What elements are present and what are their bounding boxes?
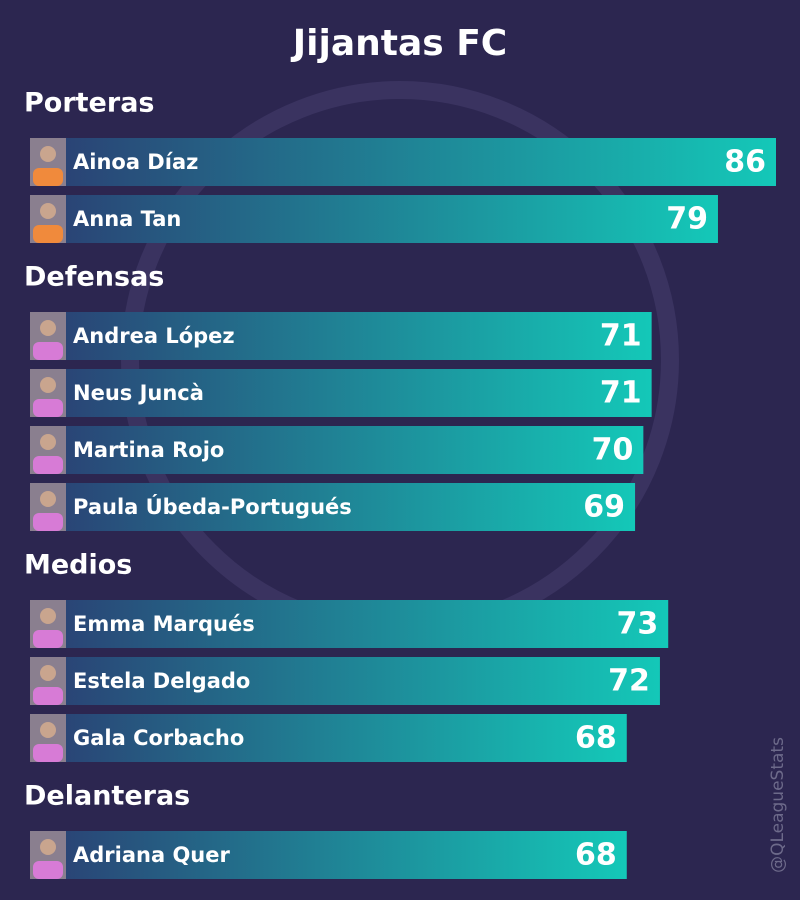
value-label: 71 bbox=[600, 376, 642, 411]
player-photo-shirt bbox=[33, 513, 63, 531]
player-photo-head bbox=[40, 608, 56, 624]
bar bbox=[30, 714, 627, 762]
value-label: 71 bbox=[600, 319, 642, 354]
player-name: Gala Corbacho bbox=[73, 726, 244, 750]
bar bbox=[30, 369, 652, 417]
value-label: 86 bbox=[724, 145, 766, 180]
bar bbox=[30, 312, 652, 360]
player-photo-head bbox=[40, 491, 56, 507]
group-heading: Porteras bbox=[24, 88, 154, 119]
player-photo-head bbox=[40, 377, 56, 393]
bar bbox=[30, 657, 660, 705]
player-name: Neus Juncà bbox=[73, 381, 204, 405]
player-name: Emma Marqués bbox=[73, 612, 255, 636]
player-photo-shirt bbox=[33, 861, 63, 879]
group-heading: Defensas bbox=[24, 262, 164, 293]
player-name: Andrea López bbox=[73, 324, 235, 348]
player-photo-head bbox=[40, 146, 56, 162]
player-photo-head bbox=[40, 434, 56, 450]
player-photo-shirt bbox=[33, 687, 63, 705]
chart-title: Jijantas FC bbox=[290, 23, 507, 64]
player-photo-head bbox=[40, 722, 56, 738]
bar bbox=[30, 831, 627, 879]
player-photo-shirt bbox=[33, 168, 63, 186]
bar bbox=[30, 426, 644, 474]
player-name: Anna Tan bbox=[73, 207, 181, 231]
player-photo-shirt bbox=[33, 399, 63, 417]
player-name: Ainoa Díaz bbox=[73, 150, 198, 174]
player-photo-shirt bbox=[33, 456, 63, 474]
value-label: 72 bbox=[608, 664, 650, 699]
player-name: Paula Úbeda-Portugués bbox=[73, 494, 352, 519]
group-heading: Delanteras bbox=[24, 781, 190, 812]
player-photo-head bbox=[40, 665, 56, 681]
bar bbox=[30, 195, 718, 243]
player-photo-shirt bbox=[33, 630, 63, 648]
group-heading: Medios bbox=[24, 550, 132, 581]
watermark: @QLeagueStats bbox=[768, 737, 788, 873]
bar bbox=[30, 138, 776, 186]
player-photo-shirt bbox=[33, 342, 63, 360]
player-name: Estela Delgado bbox=[73, 669, 250, 693]
player-name: Adriana Quer bbox=[73, 843, 230, 867]
player-name: Martina Rojo bbox=[73, 438, 224, 462]
bar bbox=[30, 483, 636, 531]
value-label: 70 bbox=[592, 433, 634, 468]
player-photo-head bbox=[40, 839, 56, 855]
player-photo-shirt bbox=[33, 744, 63, 762]
value-label: 69 bbox=[583, 490, 625, 525]
player-photo-head bbox=[40, 203, 56, 219]
value-label: 79 bbox=[666, 202, 708, 237]
value-label: 73 bbox=[616, 607, 658, 642]
value-label: 68 bbox=[575, 721, 617, 756]
player-photo-head bbox=[40, 320, 56, 336]
bar bbox=[30, 600, 669, 648]
player-photo-shirt bbox=[33, 225, 63, 243]
value-label: 68 bbox=[575, 838, 617, 873]
